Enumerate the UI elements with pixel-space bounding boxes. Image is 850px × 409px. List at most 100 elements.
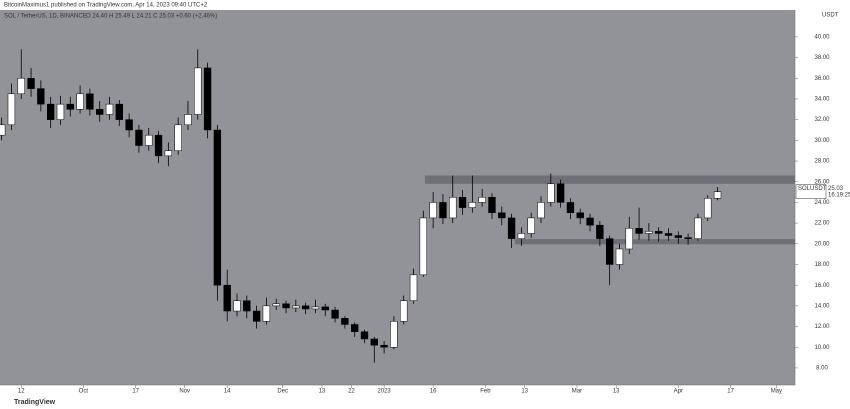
candle-body	[664, 233, 673, 236]
y-tick-label: 34.00	[814, 97, 830, 103]
y-tick-label: 38.00	[814, 55, 830, 61]
candle-body	[321, 306, 329, 311]
x-tick-label: 17	[727, 389, 734, 395]
y-tick-label: 18.00	[814, 262, 830, 268]
candle-body	[174, 124, 182, 151]
y-tick-label: 10.00	[814, 345, 830, 351]
x-tick-label: Mar	[572, 389, 582, 395]
candle-body	[694, 217, 702, 239]
candle-body	[449, 196, 457, 219]
x-tick-label: Apr	[674, 389, 683, 395]
price-zone	[514, 239, 795, 245]
x-tick-label: Oct	[79, 389, 89, 395]
candle-body	[311, 306, 320, 310]
y-tick-label: 14.00	[814, 303, 830, 309]
candle-body	[86, 93, 94, 110]
chart-title: SOL / TetherUS, 1D, BINANCE	[4, 14, 87, 20]
candle-body	[125, 119, 133, 131]
x-tick-label: 16	[430, 389, 437, 395]
x-tick-label: Feb	[480, 389, 491, 395]
candle-body	[468, 202, 477, 208]
x-tick-label: Nov	[179, 389, 190, 395]
candle-body	[7, 93, 16, 126]
candle-body	[0, 124, 6, 136]
candle-body	[370, 338, 378, 346]
candle-body	[704, 198, 712, 219]
candle-body	[301, 305, 310, 310]
candle-body	[556, 183, 565, 203]
candle-body	[547, 183, 555, 203]
candle-body	[635, 228, 643, 234]
candle-body	[713, 191, 722, 199]
candle-body	[605, 238, 614, 265]
candle-body	[488, 196, 496, 214]
candle-body	[66, 103, 74, 110]
candle-body	[145, 134, 153, 146]
candle-body	[566, 202, 575, 214]
candle-body	[37, 88, 45, 105]
candle-body	[272, 303, 280, 307]
candle-body	[360, 331, 369, 340]
candle-body	[586, 217, 594, 226]
candle-body	[350, 324, 359, 332]
candle-body	[507, 217, 516, 239]
candle-body	[243, 300, 251, 312]
candle-body	[409, 274, 418, 301]
candle-body	[439, 202, 447, 219]
candle-body	[233, 300, 241, 312]
candle-body	[105, 103, 114, 115]
candle-body	[615, 248, 624, 265]
last-price-box	[795, 184, 827, 200]
price-zone	[424, 175, 795, 184]
candle-body	[645, 231, 653, 234]
last-price: 25.03	[828, 186, 844, 192]
x-tick-label: 22	[348, 389, 355, 395]
y-tick-label: 32.00	[814, 117, 830, 123]
candle-body	[331, 309, 339, 319]
y-tick-label: 8.00	[816, 366, 828, 372]
ohlc-text: O 24.40 H 25.49 L 24.21 C 25.03 +0.60 (+…	[86, 14, 217, 20]
candle-body	[576, 212, 584, 219]
y-tick-label: 16.00	[814, 283, 830, 289]
candle-body	[390, 321, 398, 348]
candle-body	[341, 318, 349, 325]
footer-logo: TradingView	[14, 399, 56, 406]
candle-body	[262, 305, 271, 322]
candle-body	[380, 344, 388, 348]
x-tick-label: Dec	[277, 389, 288, 395]
y-tick-label: 40.00	[814, 34, 830, 40]
candle-body	[76, 93, 84, 110]
candle-body	[164, 150, 173, 157]
candle-body	[655, 231, 663, 234]
candle-body	[213, 129, 222, 286]
y-tick-label: 36.00	[814, 76, 830, 82]
candle-body	[17, 78, 25, 95]
candle-body	[154, 134, 163, 157]
candle-body	[596, 224, 604, 239]
y-tick-label: 26.00	[814, 179, 830, 185]
candle-body	[46, 103, 55, 120]
candle-body	[194, 67, 202, 115]
candle-body	[419, 217, 428, 276]
x-tick-label: 13	[319, 389, 326, 395]
y-axis-unit: USDT	[822, 13, 839, 19]
y-tick-label: 20.00	[814, 241, 830, 247]
x-tick-label: 12	[18, 389, 25, 395]
candle-body	[292, 305, 300, 309]
candle-body	[498, 212, 506, 219]
x-tick-label: 17	[132, 389, 139, 395]
candle-body	[96, 109, 104, 115]
candle-body	[537, 202, 545, 219]
candle-body	[625, 228, 633, 250]
countdown: 16:19:25	[828, 192, 850, 198]
candle-body	[527, 217, 535, 234]
y-tick-label: 28.00	[814, 159, 830, 165]
candle-body	[252, 310, 261, 322]
candle-body	[400, 300, 408, 322]
candle-body	[429, 202, 437, 219]
candle-body	[517, 233, 526, 239]
candle-body	[282, 303, 290, 309]
last-symbol: SOLUSDT	[798, 186, 827, 192]
candle-body	[478, 196, 486, 203]
